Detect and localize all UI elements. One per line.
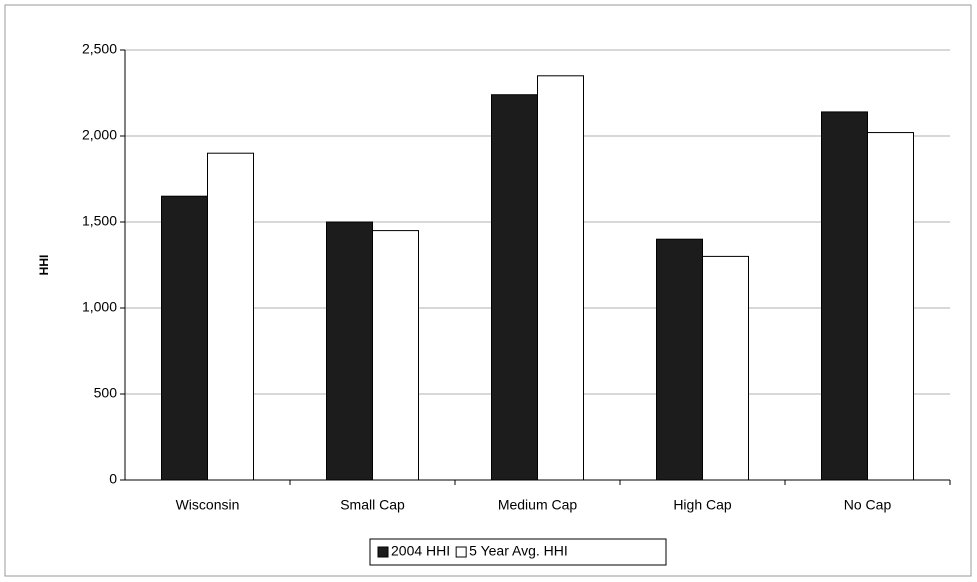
y-axis-label: HHI: [37, 255, 51, 276]
x-tick-label: Wisconsin: [176, 497, 240, 513]
bar: [656, 238, 703, 481]
legend-label: 2004 HHI: [391, 543, 450, 559]
legend-label: 5 Year Avg. HHI: [469, 543, 568, 559]
y-tick-label: 2,500: [82, 41, 117, 57]
x-tick-label: Small Cap: [340, 497, 405, 513]
bar: [491, 94, 538, 481]
y-tick-label: 1,000: [82, 299, 117, 315]
bar: [821, 111, 868, 481]
bar: [326, 221, 373, 481]
x-tick-label: Medium Cap: [498, 497, 578, 513]
y-tick-label: 2,000: [82, 127, 117, 143]
legend-box: [369, 538, 667, 566]
bar: [867, 132, 914, 481]
bar: [207, 152, 254, 481]
legend-swatch: [377, 546, 389, 558]
bar: [372, 230, 419, 481]
x-tick-label: No Cap: [844, 497, 892, 513]
y-tick-label: 1,500: [82, 213, 117, 229]
x-tick-label: High Cap: [673, 497, 732, 513]
bar: [537, 75, 584, 481]
y-tick-label: 500: [94, 385, 118, 401]
bar: [161, 195, 208, 481]
bar: [702, 255, 749, 481]
y-tick-label: 0: [109, 471, 117, 487]
legend-swatch: [455, 546, 467, 558]
